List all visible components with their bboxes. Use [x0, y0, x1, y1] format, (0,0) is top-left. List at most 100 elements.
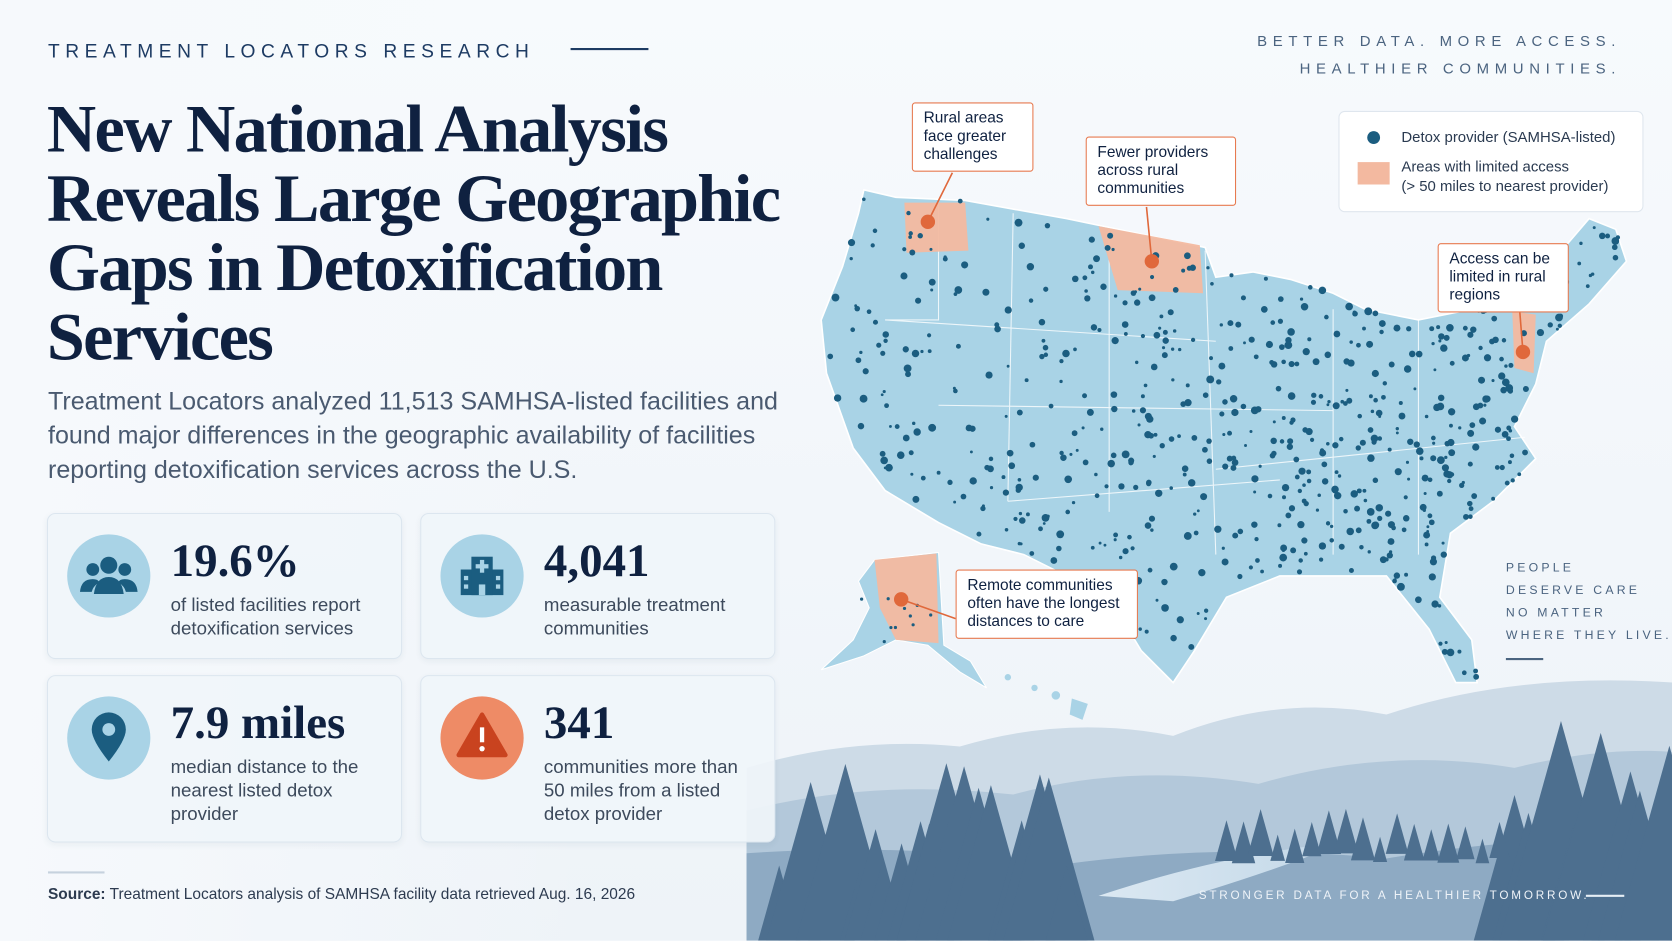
provider-dot	[1216, 379, 1222, 385]
provider-dot	[911, 623, 915, 627]
provider-dot	[1222, 432, 1226, 437]
provider-dot	[1364, 307, 1373, 316]
provider-dot	[1193, 530, 1199, 536]
tagline: HEALTHIER COMMUNITIES.	[1299, 59, 1622, 77]
provider-dot	[1138, 627, 1142, 631]
provider-dot	[1319, 449, 1327, 457]
provider-dot	[1343, 401, 1348, 406]
provider-dot	[1006, 449, 1014, 457]
provider-dot	[1219, 411, 1225, 417]
provider-dot	[866, 309, 872, 315]
provider-dot	[1231, 459, 1239, 466]
provider-dot	[955, 343, 961, 349]
provider-dot	[1111, 405, 1118, 413]
provider-dot	[1494, 426, 1502, 433]
provider-dot	[880, 393, 884, 397]
provider-dot	[984, 464, 990, 471]
provider-dot	[1104, 244, 1111, 251]
provider-dot	[1366, 518, 1372, 524]
provider-dot	[1296, 569, 1303, 575]
provider-dot	[1008, 462, 1016, 470]
provider-dot	[1104, 484, 1109, 489]
provider-dot	[1494, 465, 1500, 470]
provider-dot	[1445, 471, 1454, 479]
map-callout: Remote communities often have the longes…	[955, 569, 1138, 639]
provider-dot	[888, 424, 892, 428]
provider-dot	[1492, 336, 1499, 344]
provider-dot	[1065, 509, 1071, 515]
provider-dot	[831, 293, 840, 302]
provider-dot	[1161, 604, 1169, 612]
provider-dot	[1209, 356, 1213, 361]
provider-dot	[1221, 546, 1225, 550]
provider-dot	[1355, 445, 1361, 451]
provider-dot	[1280, 544, 1288, 552]
provider-dot	[1340, 399, 1345, 404]
provider-dot	[1090, 545, 1095, 550]
provider-dot	[1337, 474, 1342, 478]
provider-dot	[1329, 538, 1334, 543]
provider-dot	[1404, 572, 1409, 577]
provider-dot	[1312, 358, 1320, 366]
provider-dot	[1333, 330, 1341, 338]
provider-dot	[879, 450, 886, 457]
provider-dot	[1107, 232, 1114, 239]
contiguous-us	[820, 188, 1628, 684]
provider-dot	[1343, 358, 1350, 365]
provider-dot	[927, 333, 932, 338]
provider-dot	[1427, 513, 1433, 519]
provider-dot	[953, 292, 958, 296]
provider-dot	[1362, 326, 1366, 331]
provider-dot	[906, 210, 911, 216]
provider-dot	[1056, 545, 1062, 552]
provider-dot	[908, 614, 912, 618]
provider-dot	[1103, 543, 1107, 547]
provider-dot	[982, 288, 990, 296]
slogan: STRONGER DATA FOR A HEALTHIER TOMORROW.	[1198, 889, 1590, 903]
provider-dot	[1373, 397, 1378, 403]
provider-dot	[1499, 356, 1504, 362]
provider-dot	[1084, 289, 1088, 293]
provider-dot	[1176, 616, 1184, 624]
provider-dot	[860, 597, 864, 601]
provider-dot	[1121, 450, 1130, 459]
provider-dot	[1093, 255, 1100, 263]
provider-dot	[1438, 339, 1442, 343]
provider-dot	[1332, 442, 1339, 449]
provider-dot	[1333, 491, 1342, 500]
stat-label: measurable treatment communities	[543, 594, 726, 639]
provider-dot	[1423, 531, 1431, 539]
provider-dot	[862, 197, 866, 202]
provider-dot	[1311, 392, 1317, 398]
provider-dot	[1426, 525, 1430, 529]
provider-dot	[1281, 483, 1290, 492]
provider-dot	[1444, 640, 1448, 645]
provider-dot	[1315, 508, 1320, 512]
provider-dot	[903, 364, 912, 373]
provider-dot	[1150, 528, 1154, 532]
provider-dot	[1338, 436, 1344, 442]
provider-dot	[1138, 287, 1142, 291]
provider-dot	[847, 239, 856, 247]
provider-dot	[1287, 392, 1296, 400]
provider-dot	[1222, 399, 1228, 405]
provider-dot	[1153, 432, 1158, 437]
provider-dot	[1024, 378, 1029, 383]
provider-dot	[1184, 252, 1191, 260]
provider-dot	[882, 640, 886, 644]
provider-dot	[1437, 394, 1445, 402]
provider-dot	[1082, 459, 1089, 466]
provider-dot	[988, 456, 994, 462]
provider-dot	[936, 470, 941, 475]
provider-dot	[1443, 334, 1450, 341]
provider-dot	[870, 243, 875, 248]
provider-dot	[969, 477, 977, 485]
provider-dot	[1161, 352, 1168, 359]
provider-dot	[1178, 347, 1182, 352]
provider-dot	[1430, 555, 1437, 561]
provider-dot	[1181, 268, 1186, 273]
provider-dot	[1140, 333, 1146, 339]
provider-dot	[957, 198, 963, 204]
provider-dot	[1366, 340, 1374, 348]
callout-pointers	[893, 172, 1531, 620]
